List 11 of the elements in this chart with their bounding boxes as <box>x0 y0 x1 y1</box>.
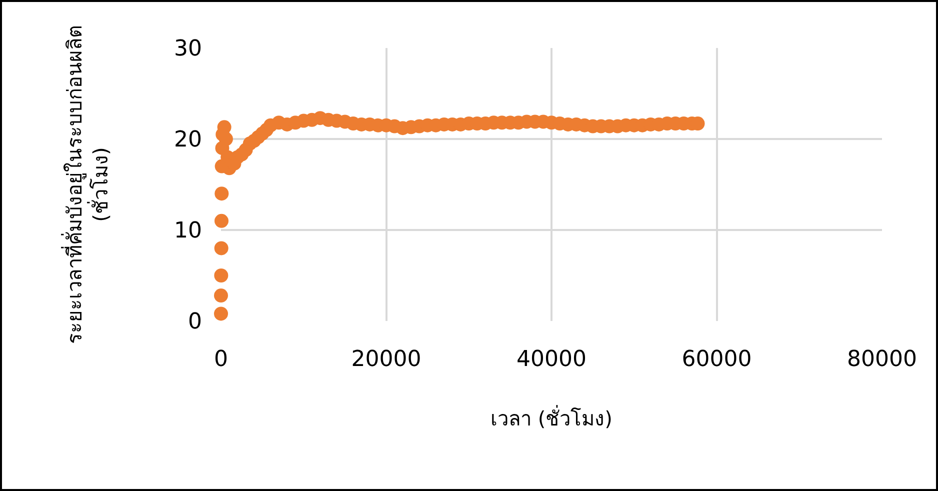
x-axis-title: เวลา (ชั่วโมง) <box>490 404 612 430</box>
y-tick-label: 10 <box>174 218 202 244</box>
x-tick-label: 20000 <box>351 347 422 372</box>
y-tick-label: 20 <box>174 128 202 153</box>
y-axis-title: ระยะเวลาที่คั่มบังอยู่ในระบบก่อนผลิต (ชั่วโมง) <box>60 25 112 344</box>
x-tick-label: 80000 <box>847 347 917 372</box>
y-tick-label: 0 <box>188 310 202 335</box>
y-tick-label: 30 <box>174 36 202 62</box>
x-tick-label: 40000 <box>516 347 586 372</box>
x-tick-label: 60000 <box>682 347 752 372</box>
x-tick-label: 0 <box>214 347 228 372</box>
